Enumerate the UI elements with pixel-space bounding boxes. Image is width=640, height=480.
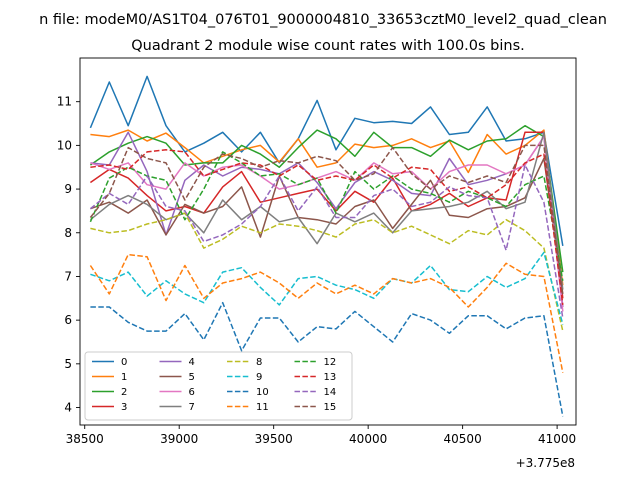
y-tick-label-9: 9 xyxy=(64,182,72,196)
series-line-10 xyxy=(90,301,564,417)
x-axis-offset-label: +3.775e8 xyxy=(516,456,575,470)
x-tick-label-39000: 39000 xyxy=(160,432,198,446)
legend-label-12: 12 xyxy=(324,357,337,368)
legend-label-3: 3 xyxy=(121,402,127,413)
series-line-1 xyxy=(90,129,564,286)
x-tick-label-41000: 41000 xyxy=(538,432,576,446)
x-tick-label-38500: 38500 xyxy=(66,432,104,446)
series-line-6 xyxy=(90,135,564,312)
x-tick-label-40000: 40000 xyxy=(349,432,387,446)
series-line-0 xyxy=(89,75,564,247)
series-line-3 xyxy=(89,131,564,299)
x-tick-label-40500: 40500 xyxy=(444,432,482,446)
series-line-15 xyxy=(89,144,564,297)
y-tick-label-7: 7 xyxy=(64,269,72,283)
legend-label-1: 1 xyxy=(121,372,127,383)
series-layer xyxy=(89,75,564,417)
legend-label-11: 11 xyxy=(256,402,269,413)
figure-suptitle: n file: modeM0/AS1T04_076T01_9000004810_… xyxy=(39,12,607,28)
legend-label-2: 2 xyxy=(121,387,127,398)
legend-label-0: 0 xyxy=(121,357,127,368)
legend-label-4: 4 xyxy=(189,357,195,368)
y-tick-label-11: 11 xyxy=(57,95,72,109)
y-tick-label-8: 8 xyxy=(64,226,72,240)
series-line-13 xyxy=(90,149,564,305)
series-line-14 xyxy=(89,164,564,319)
legend-label-15: 15 xyxy=(324,402,337,413)
y-tick-label-5: 5 xyxy=(64,357,72,371)
legend-label-9: 9 xyxy=(256,372,262,383)
legend-label-10: 10 xyxy=(256,387,269,398)
series-line-9 xyxy=(90,251,564,325)
legend-label-13: 13 xyxy=(324,372,337,383)
y-tick-label-10: 10 xyxy=(57,138,72,152)
series-line-2 xyxy=(89,124,564,273)
legend-label-14: 14 xyxy=(324,387,337,398)
series-line-8 xyxy=(90,212,564,332)
y-tick-label-4: 4 xyxy=(64,401,72,415)
y-tick-label-6: 6 xyxy=(64,313,72,327)
chart-title: Quadrant 2 module wise count rates with … xyxy=(131,38,525,54)
series-line-11 xyxy=(89,253,564,373)
x-tick-label-39500: 39500 xyxy=(255,432,293,446)
legend-label-5: 5 xyxy=(189,372,195,383)
legend-label-8: 8 xyxy=(256,357,262,368)
axes-frame xyxy=(79,57,577,426)
legend-label-7: 7 xyxy=(189,402,195,413)
series-line-5 xyxy=(90,157,564,295)
legend-box xyxy=(84,351,353,421)
legend-label-6: 6 xyxy=(189,387,195,398)
